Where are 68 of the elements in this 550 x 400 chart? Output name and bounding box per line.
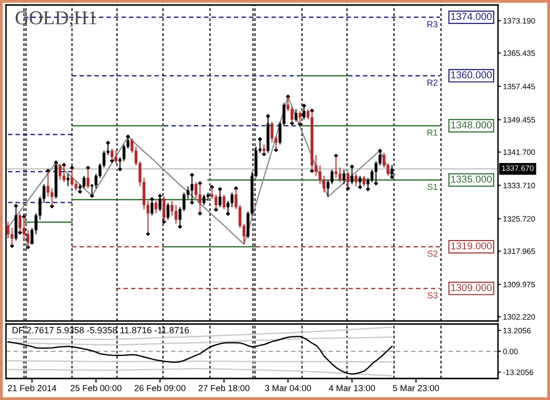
candlestick <box>158 195 162 212</box>
candlestick <box>290 106 294 124</box>
candlestick <box>270 121 274 143</box>
series-label: S3 <box>428 292 438 298</box>
line-series <box>7 336 393 346</box>
candlestick <box>174 204 178 224</box>
x-tick-label: 25 Feb 00:00 <box>70 384 122 392</box>
candlestick <box>214 194 218 210</box>
candlestick <box>350 166 354 185</box>
candlestick <box>166 202 170 220</box>
candlestick <box>342 169 346 185</box>
x-tick-label: 4 Mar 13:00 <box>328 384 376 392</box>
candlestick <box>202 194 206 206</box>
line-series <box>7 368 393 376</box>
data-label: 1374.000 <box>451 12 492 20</box>
candlestick <box>10 227 14 246</box>
candlestick <box>298 110 302 125</box>
candlestick <box>18 212 22 234</box>
series-label: S2 <box>428 250 438 257</box>
series-label: S1 <box>428 184 438 190</box>
candlestick <box>198 182 202 214</box>
x-tick-label: 3 Mar 04:00 <box>264 384 312 392</box>
x-tick-label: 5 Mar 23:00 <box>393 384 440 392</box>
series-label: R3 <box>427 21 438 28</box>
candlestick <box>6 221 10 239</box>
candlestick <box>170 200 174 216</box>
data-label: 1360.000 <box>451 71 492 78</box>
candlestick <box>190 174 194 204</box>
candlestick <box>218 188 222 208</box>
candlestick <box>338 167 342 183</box>
candlestick <box>294 108 298 122</box>
candlestick <box>74 180 78 191</box>
series-label: R2 <box>427 80 438 86</box>
candlestick <box>154 200 158 214</box>
chart-title: GOLD,H1 <box>16 11 96 28</box>
series-label: R1 <box>427 130 438 136</box>
line-series <box>7 96 393 245</box>
candlestick <box>330 169 334 185</box>
candlestick <box>194 182 198 200</box>
data-label: 1309.000 <box>451 284 492 292</box>
candlestick <box>362 175 366 187</box>
candlestick <box>110 148 114 162</box>
candlestick <box>334 155 338 178</box>
candlestick <box>230 192 234 208</box>
candlestick <box>50 188 54 207</box>
chart-title: DF 2.7617 5.9358 -5.9358 11.8716 -11.8716 <box>12 326 189 334</box>
candlestick <box>58 164 62 180</box>
candlestick <box>222 194 226 210</box>
data-label: 1319.000 <box>451 242 492 250</box>
candlestick <box>62 164 66 183</box>
candlestick <box>122 144 126 162</box>
x-tick-label: 21 Feb 2014 <box>8 384 56 392</box>
candlestick <box>262 144 266 155</box>
candlestick <box>82 175 86 189</box>
candlestick <box>66 173 70 187</box>
candlestick <box>322 175 326 193</box>
candlestick <box>358 175 362 188</box>
candlestick <box>46 170 50 198</box>
data-label: 1348.000 <box>451 121 492 128</box>
x-tick-label: 27 Feb 18:00 <box>198 384 250 392</box>
line-series <box>7 326 393 340</box>
data-label: 1335.000 <box>451 176 492 183</box>
candlestick <box>318 164 322 185</box>
x-tick-label: 26 Feb 09:00 <box>134 384 186 392</box>
candlestick <box>354 173 358 187</box>
candlestick <box>86 167 90 189</box>
candlestick <box>150 198 154 216</box>
candlestick <box>26 230 30 248</box>
